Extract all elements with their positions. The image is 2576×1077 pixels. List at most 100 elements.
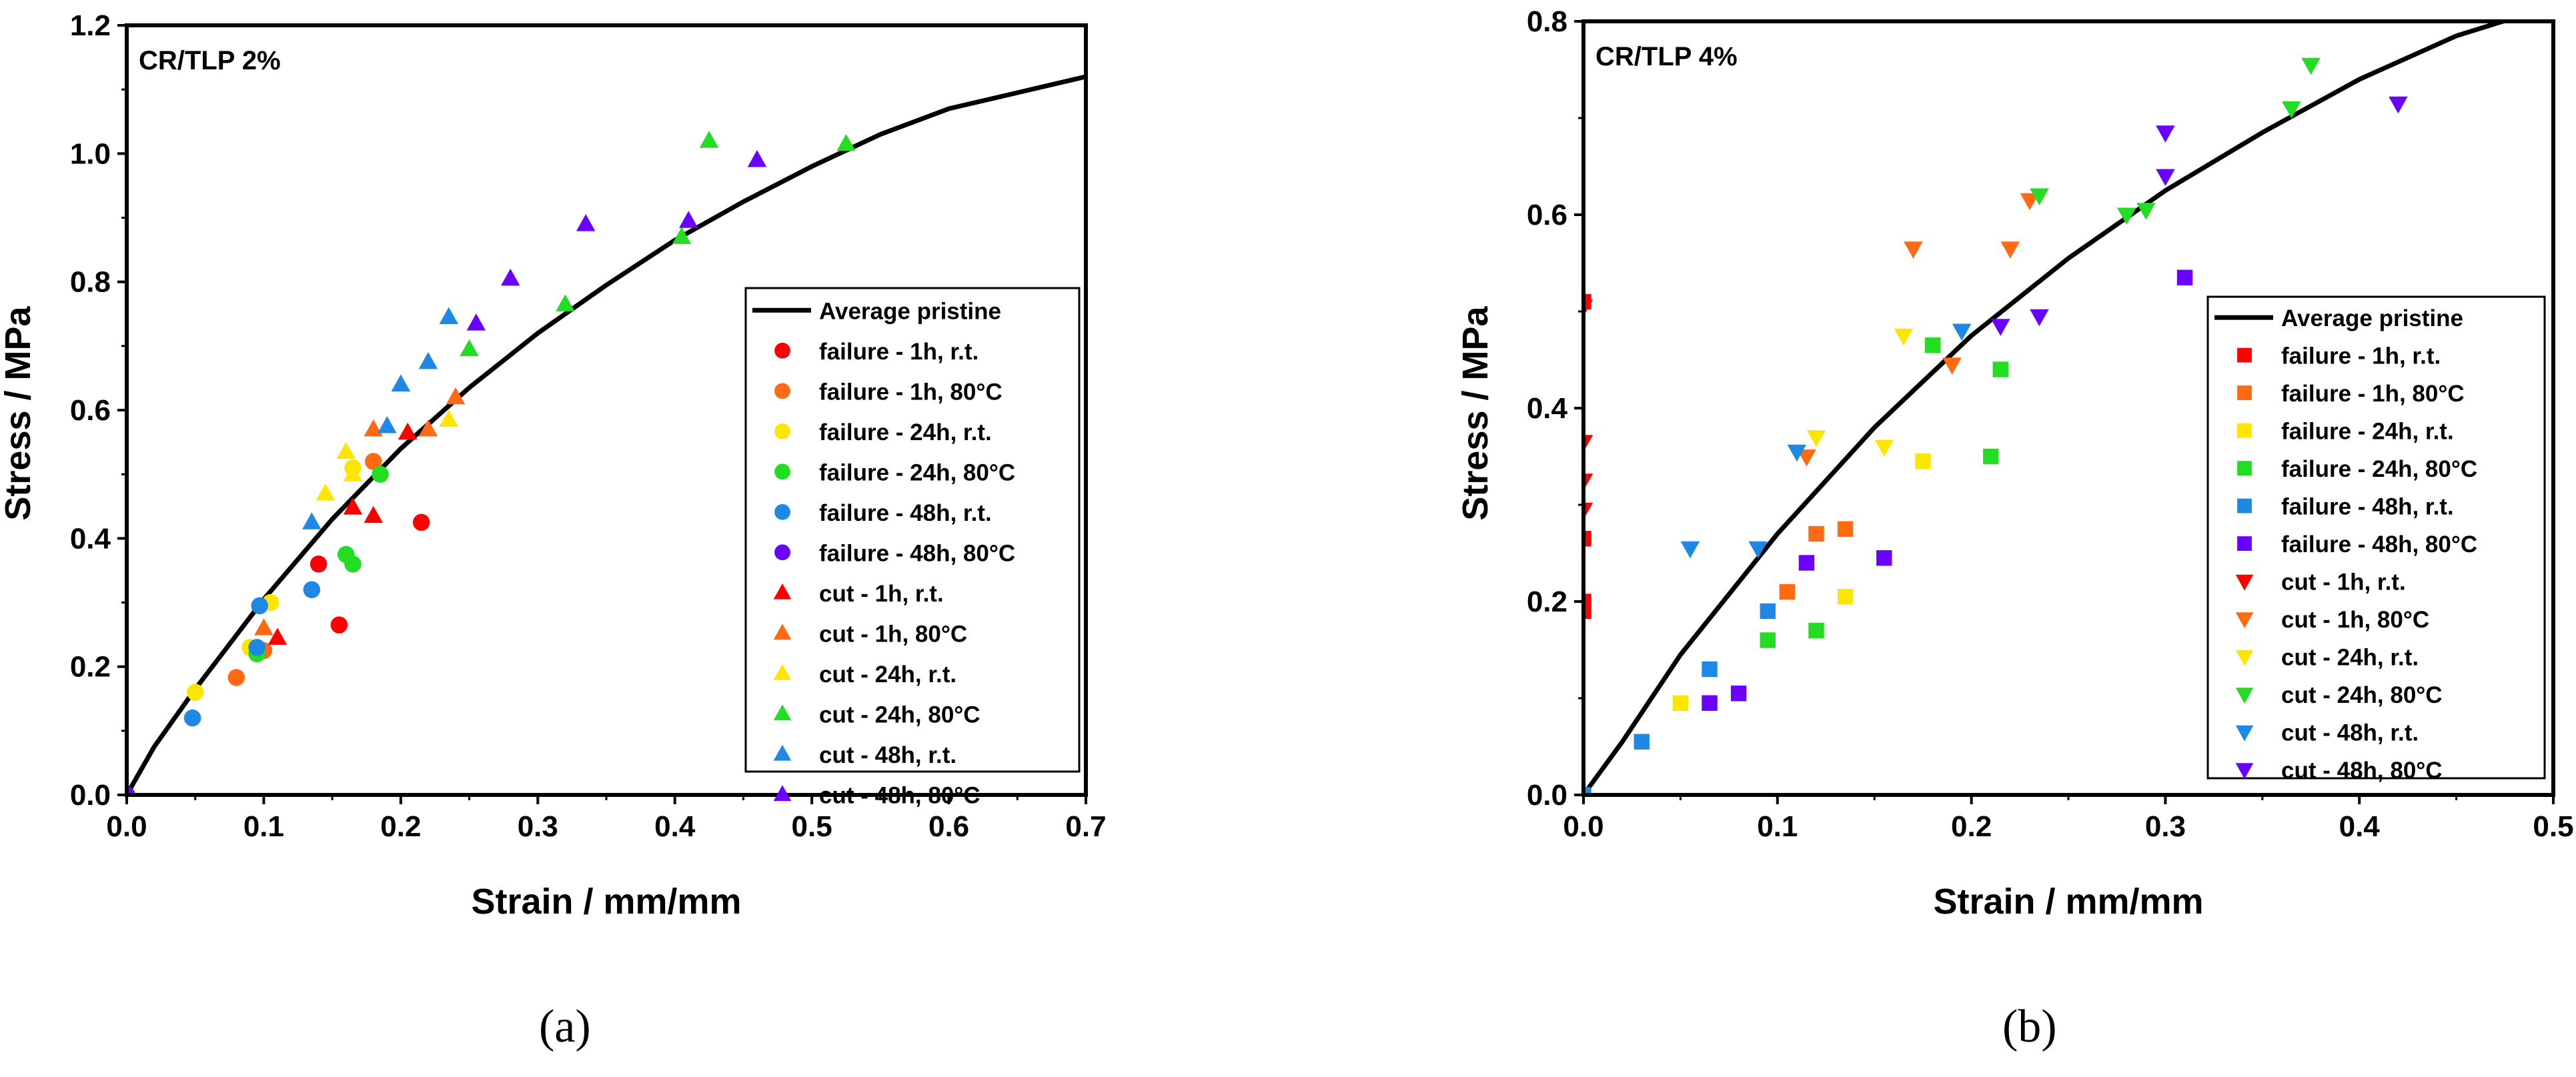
data-point bbox=[1798, 555, 1815, 571]
data-point bbox=[1894, 328, 1914, 346]
data-point bbox=[460, 339, 479, 357]
data-point bbox=[500, 268, 520, 286]
y-tick-label: 0.6 bbox=[70, 394, 111, 427]
data-point bbox=[251, 597, 269, 615]
series-10 bbox=[302, 307, 459, 529]
data-point bbox=[1583, 473, 1593, 491]
legend-label: Average pristine bbox=[2281, 305, 2463, 331]
legend-box bbox=[2206, 295, 2546, 780]
data-point bbox=[186, 684, 204, 701]
legend-label: failure - 48h, r.t. bbox=[2281, 494, 2454, 520]
data-point bbox=[439, 409, 459, 427]
legend-marker bbox=[2237, 347, 2252, 363]
series-0 bbox=[309, 513, 430, 634]
caption-a: (a) bbox=[539, 1001, 591, 1052]
series-11 bbox=[466, 149, 767, 331]
legend-marker bbox=[2235, 612, 2254, 629]
data-point bbox=[747, 149, 767, 167]
data-point bbox=[127, 786, 135, 795]
data-point bbox=[1874, 439, 1894, 457]
data-point bbox=[439, 307, 459, 325]
legend-label: failure - 48h, 80°C bbox=[819, 540, 1015, 566]
legend-marker bbox=[773, 664, 792, 680]
average-pristine-curve bbox=[1583, 21, 2511, 795]
plot-frame bbox=[1581, 19, 2555, 797]
data-point bbox=[1837, 521, 1854, 537]
legend-label: failure - 24h, 80°C bbox=[2281, 456, 2477, 482]
legend-marker bbox=[2235, 574, 2254, 591]
y-tick-label: 0.2 bbox=[70, 651, 111, 684]
x-tick-label: 0.1 bbox=[243, 810, 284, 843]
data-point bbox=[1583, 787, 1591, 795]
data-point bbox=[418, 351, 438, 369]
legend-marker bbox=[774, 544, 790, 561]
data-point bbox=[1808, 525, 1824, 542]
legend-label: cut - 1h, 80°C bbox=[819, 621, 967, 647]
legend-marker bbox=[2235, 763, 2254, 780]
series-4 bbox=[127, 581, 321, 795]
legend-label: cut - 24h, 80°C bbox=[2281, 682, 2443, 708]
data-point bbox=[1837, 589, 1854, 605]
data-point bbox=[1702, 695, 1718, 711]
data-point bbox=[2030, 309, 2049, 327]
legend-marker bbox=[774, 463, 790, 480]
y-tick-label: 0.0 bbox=[70, 779, 111, 812]
y-tick-label: 0.0 bbox=[1527, 779, 1567, 812]
data-point bbox=[364, 505, 384, 523]
y-tick-label: 0.8 bbox=[1527, 5, 1567, 38]
data-point bbox=[836, 133, 856, 151]
series-7 bbox=[1797, 193, 2040, 467]
data-point bbox=[254, 618, 273, 636]
data-point bbox=[1982, 448, 1999, 465]
chart-a: 0.0 0.1 0.2 0.3 0.4 0.5 0.6 0.7 0.0 0.2 0.4 0.6 0.8 1… bbox=[0, 9, 1107, 922]
data-point bbox=[1787, 444, 1807, 462]
data-point bbox=[343, 464, 363, 481]
data-point bbox=[1992, 361, 2008, 377]
data-point bbox=[330, 616, 348, 634]
legend-label: cut - 24h, r.t. bbox=[2281, 645, 2419, 671]
legend-label: cut - 1h, r.t. bbox=[2281, 570, 2406, 596]
y-tick-label: 1.2 bbox=[70, 9, 111, 42]
data-point bbox=[1583, 299, 1593, 317]
chart-b: 0.0 0.1 0.2 0.3 0.4 0.5 0.0 0.2 0.4 0.6 0.8 Strain … bbox=[1455, 5, 2574, 922]
series-9 bbox=[460, 131, 856, 357]
data-point bbox=[378, 416, 397, 433]
y-tick-label: 0.8 bbox=[70, 266, 111, 299]
legend-label: cut - 48h, r.t. bbox=[2281, 720, 2419, 746]
data-point bbox=[1942, 357, 1962, 375]
series-9 bbox=[2030, 57, 2321, 225]
data-point bbox=[556, 294, 575, 311]
legend-label: cut - 48h, 80°C bbox=[2281, 758, 2443, 784]
x-tick-label: 0.5 bbox=[2533, 810, 2573, 843]
data-point bbox=[2116, 207, 2136, 225]
data-point bbox=[2020, 193, 2040, 211]
series-8 bbox=[315, 409, 459, 501]
data-point bbox=[1797, 449, 1816, 467]
series-7 bbox=[254, 387, 466, 636]
series-5 bbox=[127, 786, 135, 795]
data-point bbox=[2156, 169, 2175, 186]
plot-area bbox=[127, 74, 1086, 795]
legend-marker bbox=[2235, 650, 2254, 666]
x-tick-label: 0.0 bbox=[1563, 810, 1603, 843]
data-point bbox=[1990, 319, 2010, 336]
legend-label: failure - 1h, r.t. bbox=[2281, 343, 2441, 369]
x-tick-label: 0.7 bbox=[1065, 810, 1106, 843]
data-point bbox=[1779, 584, 1796, 600]
data-point bbox=[227, 669, 245, 686]
data-point bbox=[1583, 435, 1593, 452]
data-point bbox=[1730, 686, 1747, 702]
data-point bbox=[1760, 632, 1776, 648]
data-point bbox=[2176, 269, 2193, 285]
y-axis-label: Stress / MPa bbox=[1455, 305, 1495, 520]
x-tick-label: 0.1 bbox=[1757, 810, 1798, 843]
legend-marker bbox=[773, 785, 792, 802]
data-point bbox=[699, 131, 719, 148]
data-point bbox=[343, 497, 363, 515]
legend-marker bbox=[774, 503, 790, 520]
y-tick-label: 1.0 bbox=[70, 137, 111, 170]
y-tick-label: 0.4 bbox=[70, 522, 111, 555]
data-point bbox=[344, 556, 362, 573]
series-8 bbox=[1806, 328, 1914, 457]
